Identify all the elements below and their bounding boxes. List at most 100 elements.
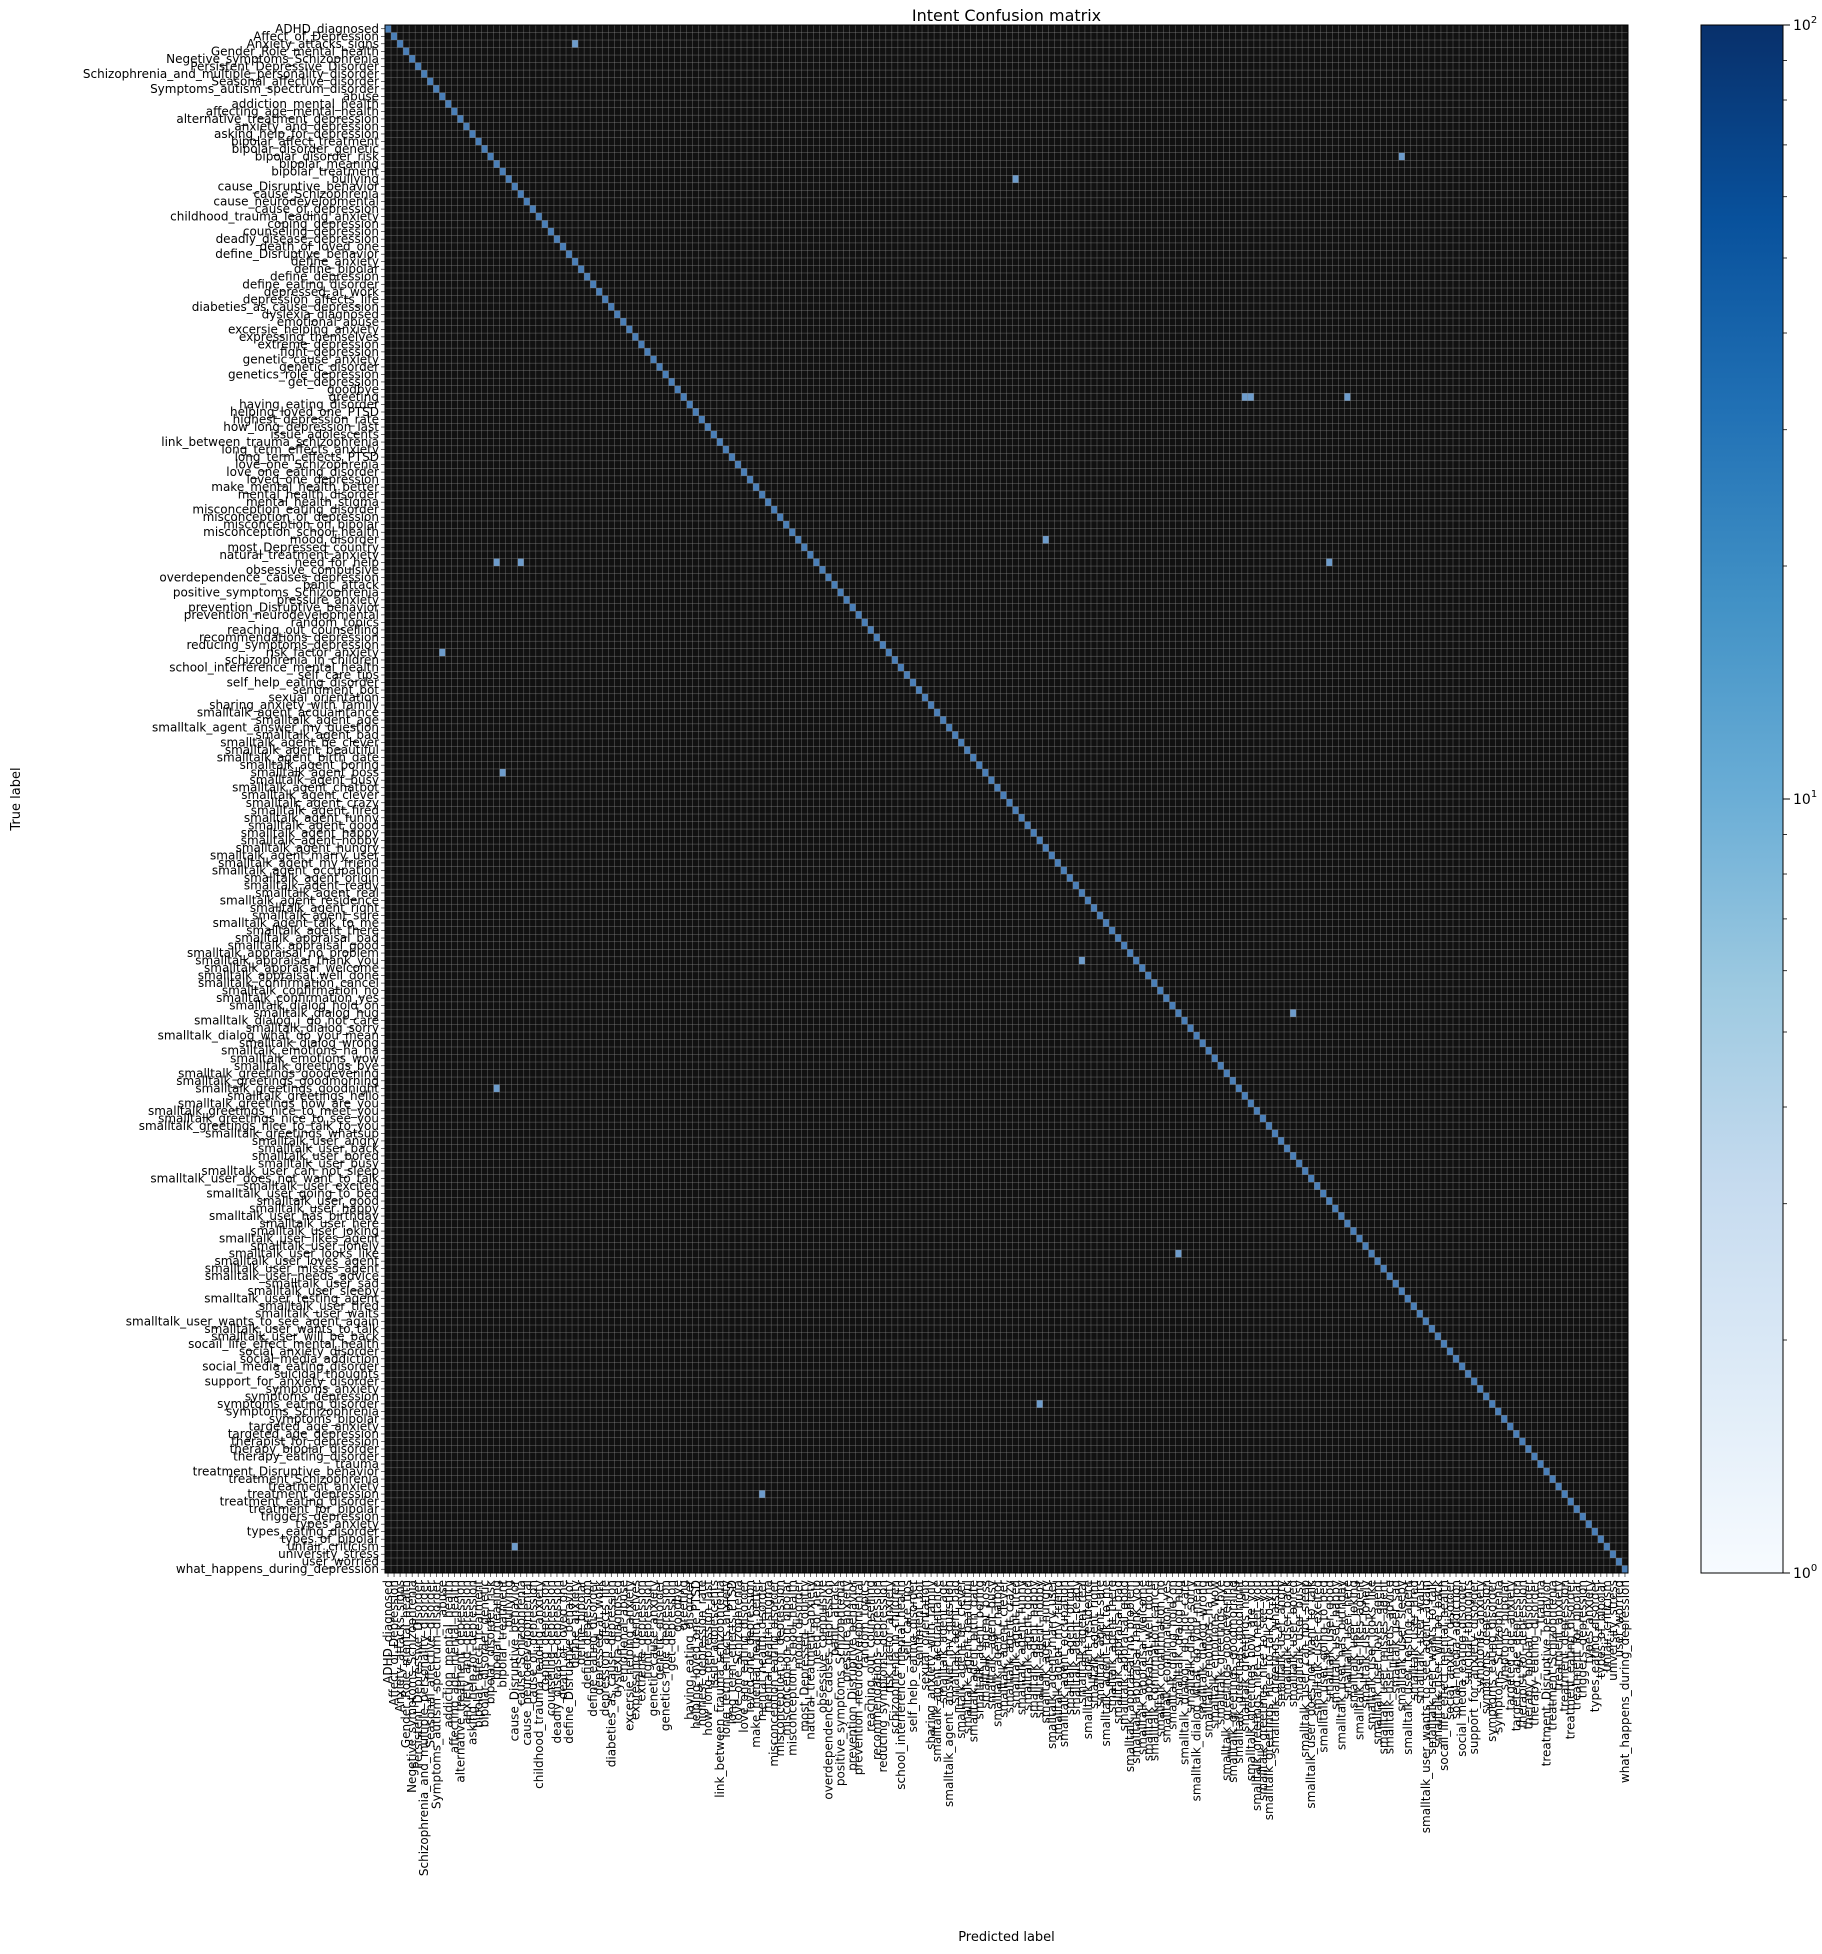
matrix-frame (384, 24, 1629, 1574)
y-tick-label: define_Disruptive_behavior (215, 247, 379, 261)
y-tick-label: genetic_cause_anxiety (243, 352, 379, 366)
y-tick-label: smalltalk_agent_answer_my_question (152, 721, 379, 735)
x-tick-label: smalltalk_agent_hobby (1033, 1580, 1047, 1718)
x-tick-label: support_for_anxiety_disorder (1467, 1580, 1481, 1754)
matrix-cell-diagonal (1115, 934, 1122, 942)
matrix-cell-diagonal (825, 573, 832, 582)
x-tick-label: counseling_depression (544, 1580, 558, 1716)
matrix-cell-diagonal (523, 197, 530, 206)
y-tick-label: smalltalk_agent_good (248, 818, 379, 832)
y-tick-label: misconception_school_health (203, 525, 379, 539)
x-tick-label: issue_adolescents (707, 1580, 721, 1689)
x-tick-label: extreme_depression (634, 1580, 648, 1702)
matrix-cell-diagonal (1495, 1407, 1502, 1416)
matrix-cell-diagonal (765, 498, 772, 506)
y-tick-label: smalltalk_user_loves_agent (214, 1254, 379, 1268)
x-tick-label: smalltalk_agent_busy (984, 1580, 998, 1710)
y-tick-label: smalltalk_user_sad (265, 1277, 379, 1291)
y-tick-label: cause_Disruptive_behavior (218, 180, 379, 194)
matrix-cell-diagonal (1591, 1527, 1598, 1536)
x-tick-label: types_eating_disorder (1588, 1580, 1602, 1712)
x-tick-label: overdependence_causes_depression (821, 1580, 835, 1800)
x-tick-label: random_topics (858, 1580, 872, 1668)
matrix-cell-diagonal (1374, 1257, 1381, 1265)
x-tick-label: smalltalk_user_looks_like (1365, 1580, 1379, 1730)
y-tick-label: sentiment_bot (293, 683, 380, 697)
y-tick-label: smalltalk_appraisal_bad (235, 931, 379, 945)
matrix-cell-diagonal (1416, 1309, 1423, 1318)
matrix-cell-diagonal (970, 753, 977, 762)
x-tick-label: bipolar_meaning (490, 1580, 504, 1680)
matrix-cell-misclassified (1078, 956, 1085, 965)
x-tick-label: mental_health_stigma (761, 1580, 775, 1713)
y-tick-label: define_eating_disorder (242, 277, 379, 291)
y-tick-label: smalltalk_user_testing_agent (204, 1292, 379, 1306)
matrix-cell-diagonal (578, 265, 585, 273)
x-tick-label: panic_attack (828, 1580, 842, 1656)
y-tick-label: how_long_depression_last (223, 420, 379, 434)
x-tick-label: misconception_of_depression (773, 1580, 787, 1756)
x-tick-label: smalltalk_user_angry (1274, 1580, 1288, 1707)
matrix-cell-diagonal (976, 761, 983, 769)
x-tick-label: smalltalk_user_tired (1407, 1580, 1421, 1700)
matrix-cell-misclassified (1012, 175, 1019, 183)
y-tick-label: therapy_bipolar_disorder (230, 1442, 379, 1456)
x-tick-label: smalltalk_agent_age (936, 1580, 950, 1703)
x-tick-label: smalltalk_user_will_be_back (1431, 1580, 1445, 1748)
matrix-cell-diagonal (596, 288, 603, 296)
matrix-cell-diagonal (728, 453, 735, 461)
x-tick-label: smalltalk_user_waits (1413, 1580, 1427, 1704)
x-tick-label: smalltalk_agent_hungry (1039, 1580, 1053, 1723)
y-tick-label: symptoms_anxiety (266, 1382, 379, 1396)
y-tick-label: childhood_trauma_leading_anxiety (170, 210, 379, 224)
x-tick-label: depression_affects_life (598, 1580, 612, 1716)
matrix-cell-diagonal (1247, 1099, 1254, 1108)
y-tick-label: smalltalk_user_wants_to_talk (204, 1322, 379, 1336)
matrix-cell-diagonal (391, 32, 398, 41)
y-tick-label: smalltalk_agent_talk_to_me (213, 916, 379, 930)
y-tick-label: smalltalk_agent_funny (244, 811, 379, 825)
matrix-cell-diagonal (1097, 911, 1104, 920)
matrix-cell-diagonal (704, 423, 711, 431)
y-tick-label: random_topics (291, 615, 379, 629)
matrix-cell-diagonal (1531, 1452, 1538, 1461)
y-tick-label: mood_disorder (290, 533, 379, 547)
x-tick-label: anxiety_and_depression (459, 1580, 473, 1725)
y-tick-label: reaching_out_counselling (227, 623, 379, 637)
y-tick-label: depression_affects_life (243, 292, 379, 306)
matrix-cell-diagonal (734, 460, 742, 469)
matrix-cell-diagonal (903, 671, 910, 679)
x-tick-label: smalltalk_agent_happy (1027, 1580, 1041, 1718)
matrix-cell-diagonal (1090, 904, 1098, 912)
x-tick-label: school_interference_mental_health (894, 1580, 908, 1790)
matrix-cell-diagonal (1024, 821, 1031, 830)
y-tick-label: natural_treatment_anxiety (219, 548, 379, 562)
y-tick-label: triggers_depression (261, 1510, 379, 1524)
x-tick-label: smalltalk_user_can_not_sleep (1298, 1580, 1312, 1758)
y-tick-label: Schizophrenia_and_multiple_personality_d… (83, 67, 379, 81)
x-tick-label: Anxiety_attacks_signs (393, 1580, 407, 1712)
matrix-cell-diagonal (397, 40, 404, 48)
x-tick-label: social_media_eating_disorder (1455, 1580, 1469, 1757)
matrix-cell-misclassified (499, 768, 506, 777)
matrix-cell-diagonal (1621, 1565, 1628, 1573)
matrix-cell-diagonal (1356, 1234, 1363, 1243)
x-tick-label: link_between_trauma_schizophrenia (713, 1580, 727, 1798)
matrix-cell-diagonal (1078, 889, 1085, 897)
x-axis-label: Predicted label (958, 1930, 1055, 1945)
y-tick-label: symptoms_eating_disorder (217, 1397, 379, 1411)
matrix-cell-misclassified (517, 558, 524, 567)
matrix-cell-diagonal (1314, 1182, 1321, 1190)
matrix-cell-diagonal (505, 175, 512, 183)
y-tick-label: smalltalk_confirmation_no (222, 984, 379, 998)
matrix-cell-diagonal (1603, 1542, 1610, 1551)
y-tick-label: smalltalk_appraisal_thank_you (195, 954, 379, 968)
x-tick-label: smalltalk_greetings_goodnight (1232, 1580, 1246, 1764)
matrix-cell-diagonal (1012, 806, 1019, 815)
y-tick-label: most_Depressed_country (227, 540, 379, 554)
y-tick-label: what_happens_during_depression (176, 1562, 379, 1576)
x-tick-label: Schizophrenia_and_multiple_personality_d… (417, 1580, 431, 1876)
x-tick-label: bipolar_disorder_risk (484, 1580, 498, 1704)
x-tick-label: natural_treatment_anxiety (803, 1580, 817, 1740)
x-tick-label: smalltalk_appraisal_good (1117, 1580, 1131, 1731)
